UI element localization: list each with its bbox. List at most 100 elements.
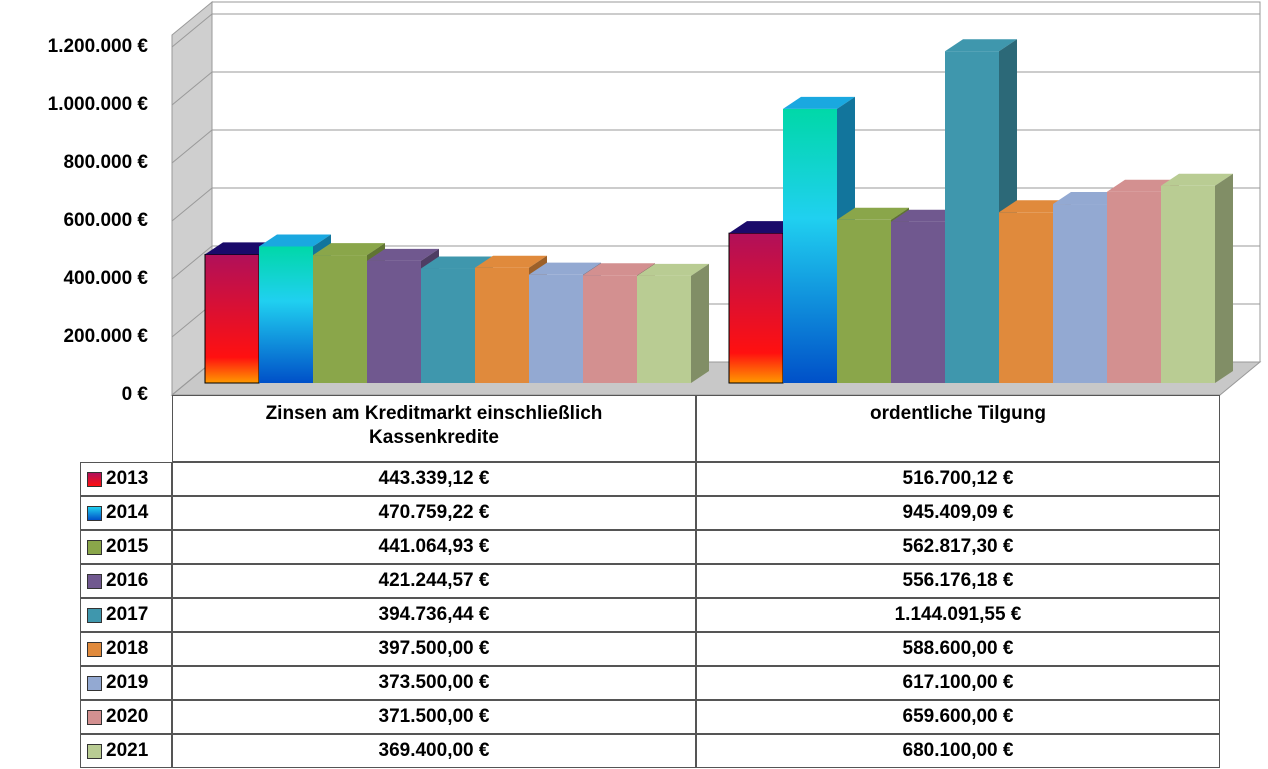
value-cell-text: 371.500,00 €	[378, 706, 490, 727]
bar	[891, 221, 945, 383]
value-cell-text: 369.400,00 €	[378, 740, 490, 761]
legend-label: 2018	[106, 638, 149, 659]
value-cell: 470.759,22 €	[172, 496, 696, 530]
value-cell-text: 562.817,30 €	[902, 536, 1014, 557]
y-tick-label: 1.000.000 €	[48, 94, 149, 115]
legend-label: 2017	[106, 604, 149, 625]
legend-label: 2014	[106, 502, 149, 523]
value-cell-text: 1.144.091,55 €	[894, 604, 1022, 625]
value-cell: 371.500,00 €	[172, 700, 696, 734]
grid-line-side	[171, 71, 213, 106]
value-cell-text: 373.500,00 €	[378, 672, 490, 693]
legend-entry: 2018	[80, 632, 172, 666]
value-cell-text: 617.100,00 €	[902, 672, 1014, 693]
bar	[204, 253, 260, 384]
value-cell-text: 441.064,93 €	[378, 536, 490, 557]
legend-swatch	[87, 607, 102, 623]
grid-line-side	[171, 13, 213, 48]
value-cell: 588.600,00 €	[696, 632, 1220, 666]
legend-entry: 2019	[80, 666, 172, 700]
legend-entry: 2017	[80, 598, 172, 632]
value-cell-text: 659.600,00 €	[902, 706, 1014, 727]
bar-top	[475, 255, 547, 268]
bar	[313, 255, 367, 383]
value-cell: 369.400,00 €	[172, 734, 696, 768]
y-tick-label: 200.000 €	[63, 326, 148, 347]
bar-top	[421, 256, 493, 269]
bar-side	[691, 263, 709, 383]
value-cell-text: 680.100,00 €	[902, 740, 1014, 761]
legend-label: 2020	[106, 706, 149, 727]
legend-label: 2019	[106, 672, 149, 693]
bar	[999, 212, 1053, 383]
value-cell: 617.100,00 €	[696, 666, 1220, 700]
bar	[529, 274, 583, 383]
legend-label: 2016	[106, 570, 149, 591]
value-cell: 556.176,18 €	[696, 564, 1220, 598]
value-cell: 394.736,44 €	[172, 598, 696, 632]
bar-top	[259, 234, 331, 247]
value-cell-text: 556.176,18 €	[902, 570, 1014, 591]
legend-swatch	[87, 539, 102, 555]
value-cell-text: 945.409,09 €	[902, 502, 1014, 523]
bar	[367, 260, 421, 383]
value-cell: 441.064,93 €	[172, 530, 696, 564]
legend-label: 2013	[106, 468, 149, 489]
column-header-text: Zinsen am Kreditmarkt einschließlich Kas…	[265, 403, 603, 448]
bar	[583, 275, 637, 383]
legend-entry: 2021	[80, 734, 172, 768]
bar	[1053, 204, 1107, 383]
value-cell: 421.244,57 €	[172, 564, 696, 598]
value-cell-text: 421.244,57 €	[378, 570, 490, 591]
bar-top	[313, 243, 385, 256]
bar	[1161, 185, 1215, 383]
legend-swatch	[87, 505, 102, 521]
value-cell: 443.339,12 €	[172, 462, 696, 496]
column-header: Zinsen am Kreditmarkt einschließlich Kas…	[172, 395, 696, 462]
value-cell: 680.100,00 €	[696, 734, 1220, 768]
y-tick-label: 1.200.000 €	[48, 36, 149, 57]
legend-swatch	[87, 471, 102, 487]
legend-entry: 2016	[80, 564, 172, 598]
column-header-text: ordentliche Tilgung	[870, 403, 1046, 424]
value-cell: 373.500,00 €	[172, 666, 696, 700]
bar-top	[367, 248, 439, 261]
legend-swatch	[87, 743, 102, 759]
bar	[783, 108, 837, 384]
legend-label: 2015	[106, 536, 149, 557]
column-header: ordentliche Tilgung	[696, 395, 1220, 462]
bar-top	[583, 263, 655, 276]
legend-entry: 2013	[80, 462, 172, 496]
grid-line-side	[171, 245, 213, 280]
y-tick-label: 800.000 €	[63, 152, 148, 173]
bar-top	[837, 207, 909, 220]
legend-swatch	[87, 641, 102, 657]
bar-top	[637, 263, 709, 276]
y-tick-label: 0 €	[122, 384, 149, 405]
grid-line-side	[171, 187, 213, 222]
legend-swatch	[87, 675, 102, 691]
legend-entry: 2020	[80, 700, 172, 734]
value-cell-text: 443.339,12 €	[378, 468, 490, 489]
bar	[728, 232, 784, 384]
legend-swatch	[87, 573, 102, 589]
value-cell-text: 397.500,00 €	[378, 638, 490, 659]
bar	[421, 268, 475, 383]
bar-top	[529, 262, 601, 275]
value-cell: 397.500,00 €	[172, 632, 696, 666]
y-tick-label: 400.000 €	[63, 268, 148, 289]
bar-side-shade	[691, 263, 709, 383]
value-cell: 945.409,09 €	[696, 496, 1220, 530]
bar-side	[1215, 173, 1233, 383]
bar-top	[783, 96, 855, 109]
bar	[637, 275, 691, 383]
y-tick-label: 600.000 €	[63, 210, 148, 231]
value-cell-text: 470.759,22 €	[378, 502, 490, 523]
bar-side-shade	[1215, 173, 1233, 383]
grid-line-side	[171, 129, 213, 164]
value-cell: 659.600,00 €	[696, 700, 1220, 734]
bar	[837, 219, 891, 383]
bar	[945, 51, 999, 384]
